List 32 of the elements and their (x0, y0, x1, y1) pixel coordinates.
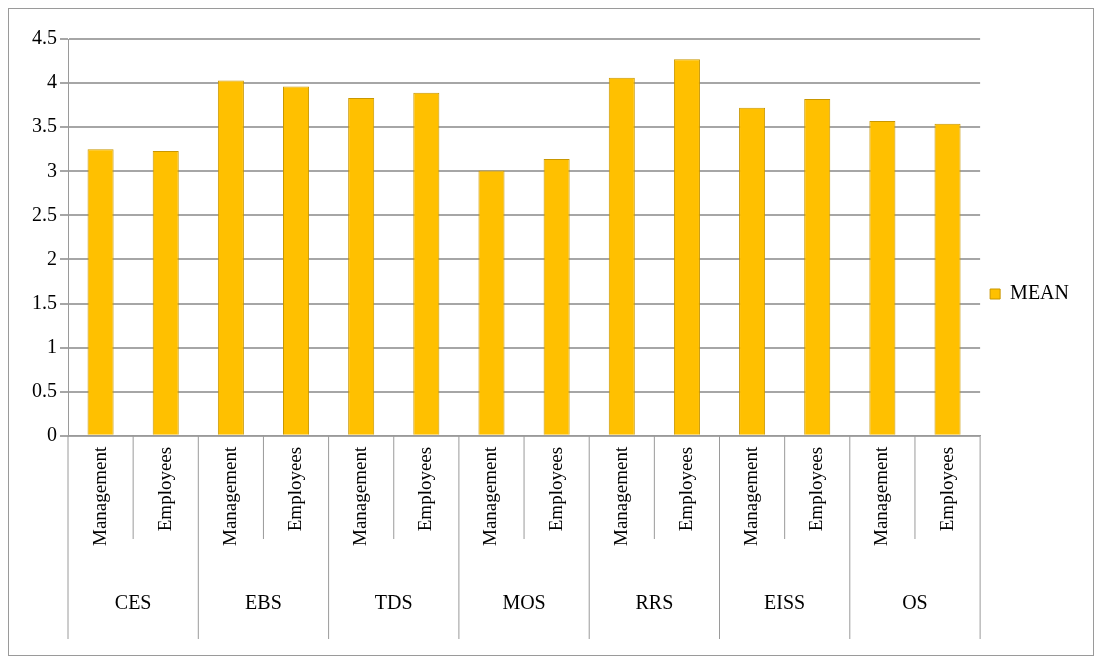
y-tick-label: 0.5 (32, 378, 57, 401)
y-tick-label: 1.5 (32, 290, 57, 313)
x-tick-label: Management (740, 446, 762, 546)
legend-label: MEAN (1010, 281, 1069, 304)
x-tick-label: Employees (284, 446, 306, 532)
x-tick-label: Employees (674, 446, 696, 532)
y-tick-label: 1 (47, 334, 57, 357)
x-tick-label: Employees (935, 446, 957, 532)
y-tick-label: 2.5 (32, 202, 57, 225)
y-tick-label: 4.5 (32, 26, 57, 49)
text: EBS (245, 591, 282, 614)
y-tick-label: 3.5 (32, 114, 57, 137)
y-tick-label: 4 (47, 70, 57, 93)
x-tick-label: Management (479, 446, 501, 546)
text: MOS (502, 591, 546, 614)
x-tick-label: Employees (544, 446, 566, 532)
text: RRS (635, 591, 674, 614)
y-tick-label: 2 (47, 246, 57, 269)
text: CES (114, 591, 152, 614)
y-tick-label: 0 (47, 423, 57, 446)
text: OS (902, 591, 928, 614)
x-tick-label: Management (349, 446, 371, 546)
x-tick-label: Management (218, 446, 240, 546)
x-tick-label: Management (88, 446, 110, 546)
text: EISS (764, 591, 806, 614)
x-tick-label: Employees (414, 446, 436, 532)
y-tick-label: 3 (47, 158, 57, 181)
text: TDS (374, 591, 413, 614)
x-tick-label: Employees (153, 446, 175, 532)
x-tick-label: Management (609, 446, 631, 546)
x-tick-label: Management (870, 446, 892, 546)
x-tick-label: Employees (805, 446, 827, 532)
